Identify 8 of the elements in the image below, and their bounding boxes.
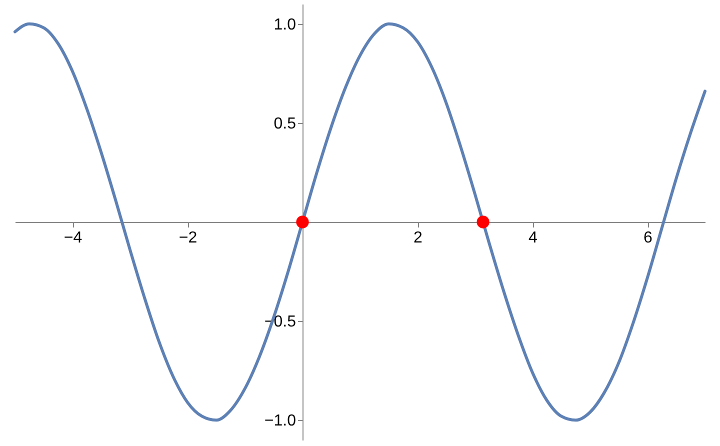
x-tick-label: 6 (644, 230, 653, 246)
x-tick-label: −4 (64, 230, 82, 246)
x-tick-label: −2 (178, 230, 198, 246)
x-tick-label: 4 (528, 230, 538, 246)
y-tick-label: −1.0 (264, 412, 296, 430)
x-tick-label: 2 (414, 230, 423, 246)
y-tick-label: 1.0 (274, 16, 296, 34)
y-tick-label: 0.5 (274, 115, 296, 132)
